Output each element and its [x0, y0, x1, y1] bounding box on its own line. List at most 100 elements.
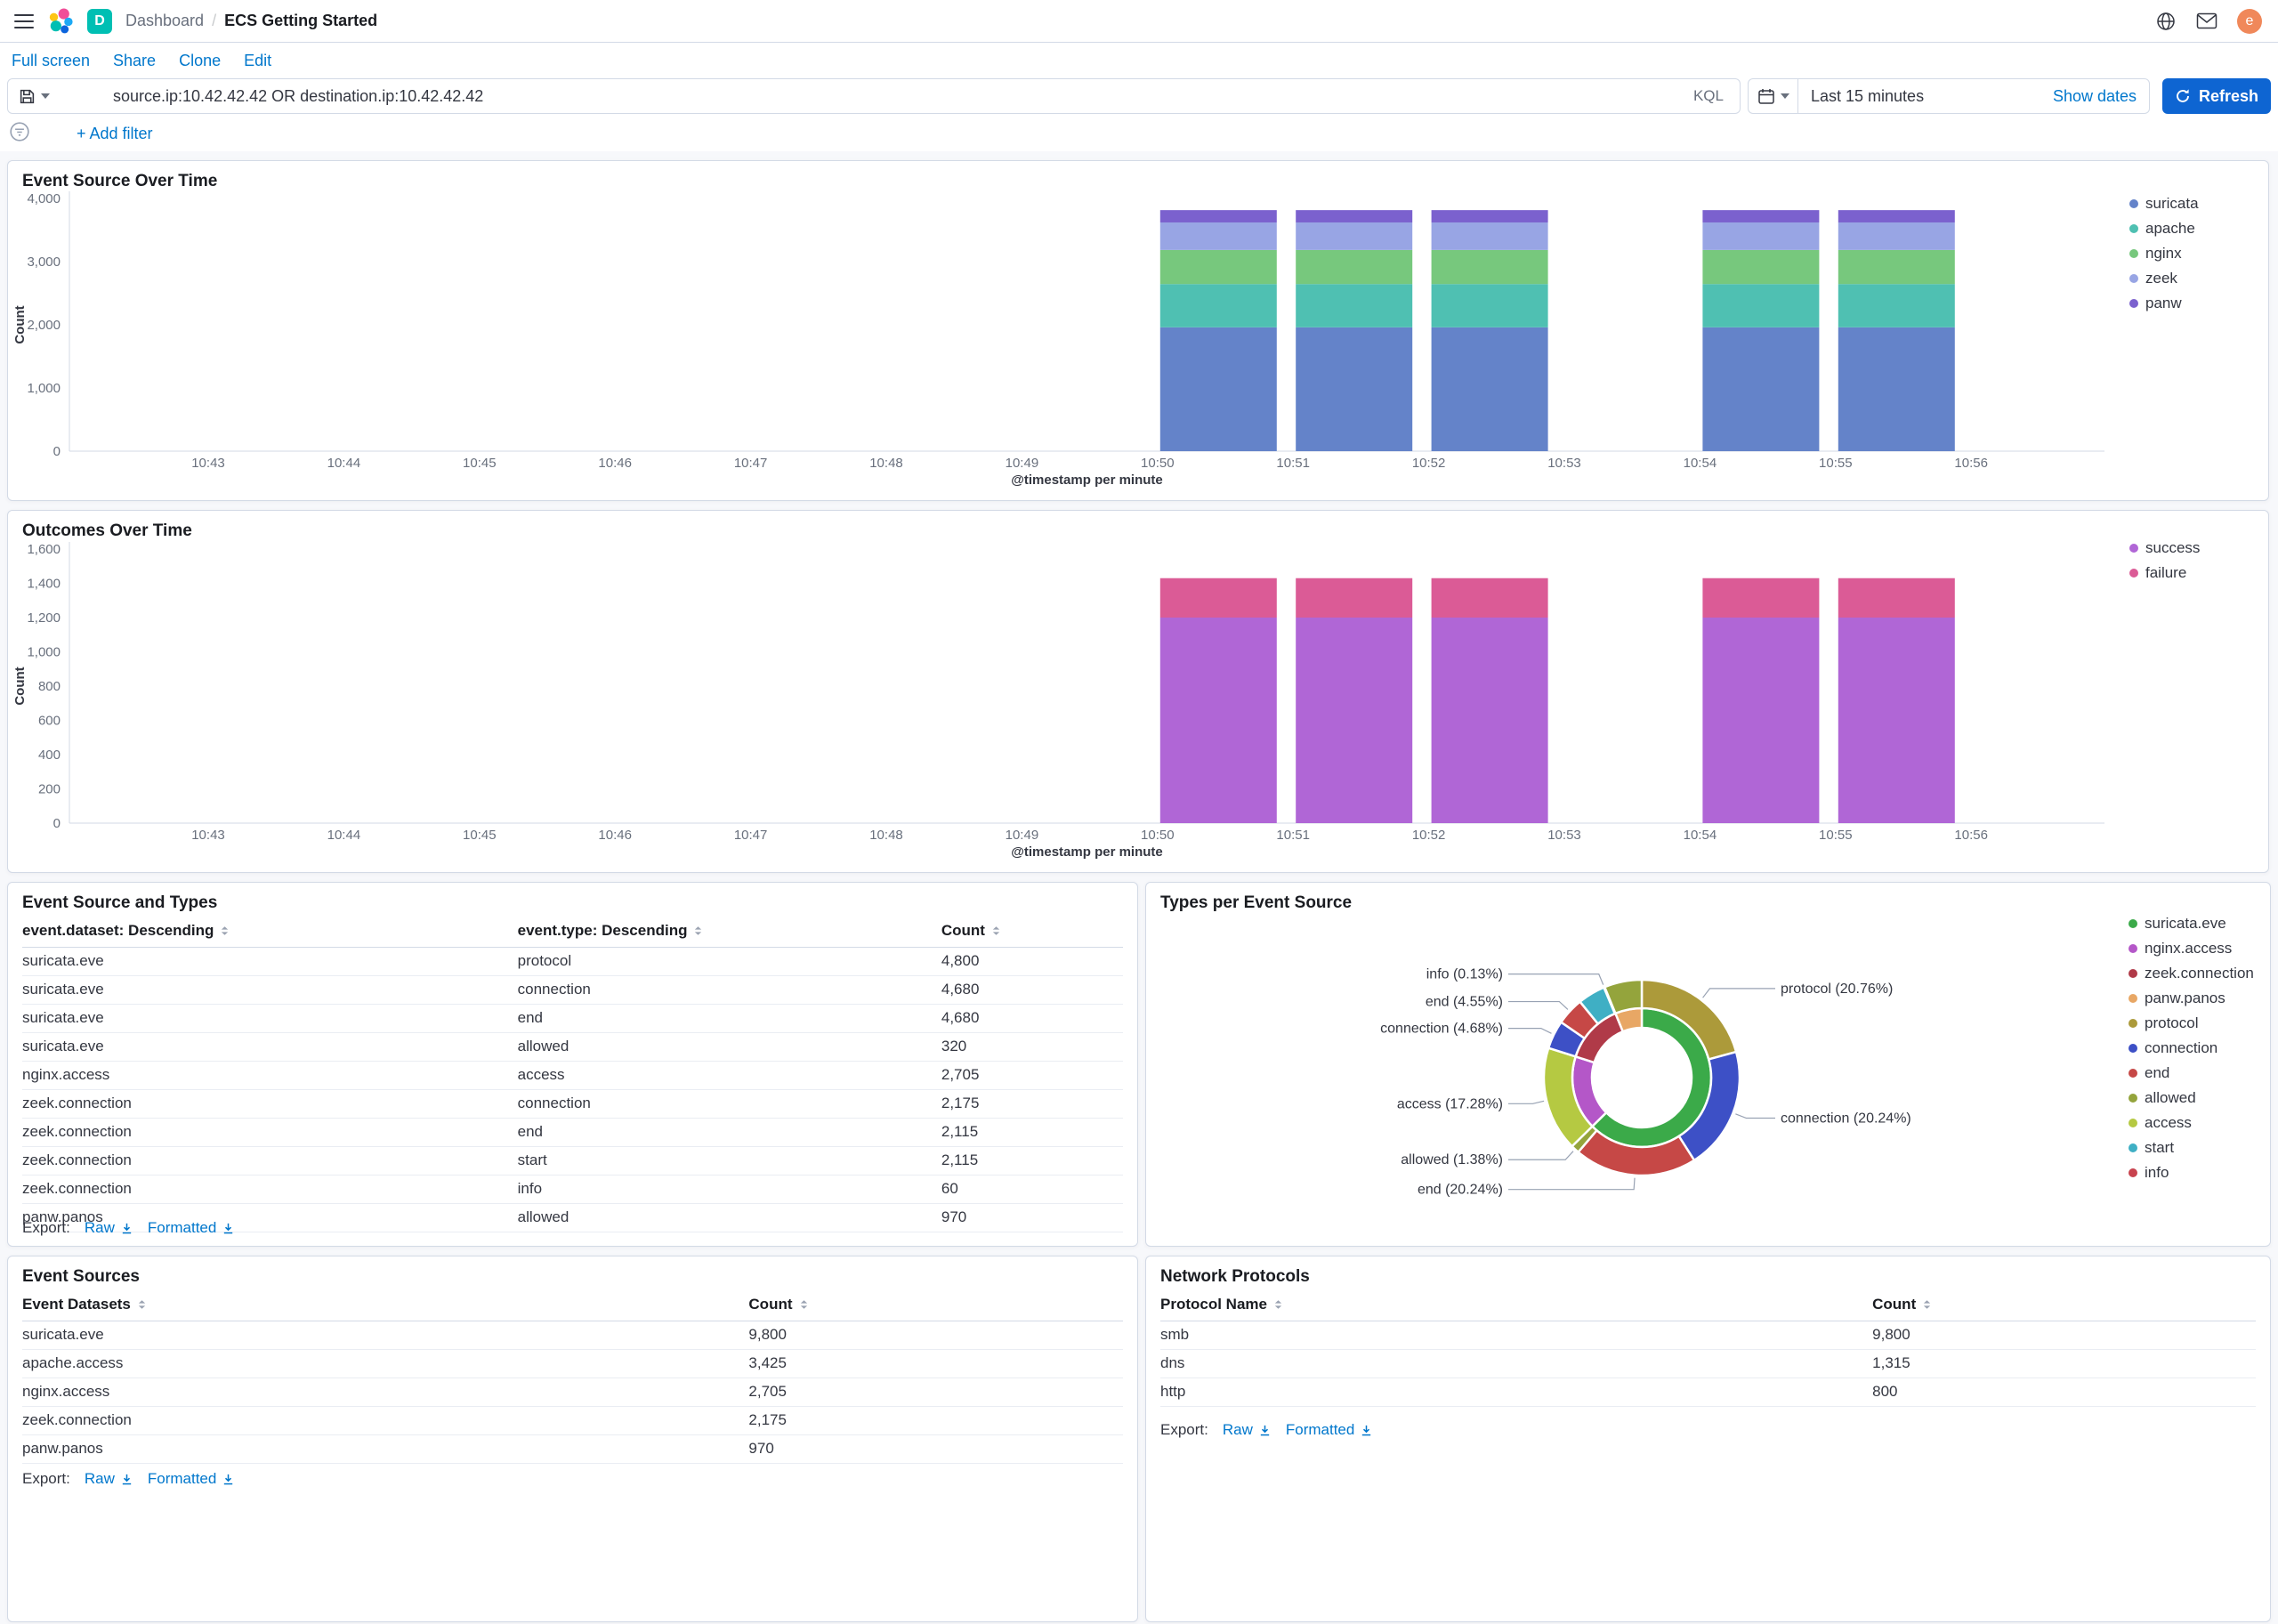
table-cell: 320	[941, 1032, 1123, 1062]
table-cell: apache.access	[22, 1349, 749, 1378]
calendar-menu-button[interactable]	[1749, 79, 1798, 113]
hamburger-menu-icon[interactable]	[14, 13, 34, 29]
legend-item-success[interactable]: success	[2129, 539, 2200, 557]
table-cell: smb	[1160, 1321, 1873, 1350]
legend-item-protocol[interactable]: protocol	[2129, 1014, 2254, 1032]
globe-icon[interactable]	[2155, 11, 2177, 32]
sort-icon	[1924, 1300, 1931, 1309]
date-picker: Last 15 minutes Show dates	[1748, 78, 2150, 114]
legend-item-nginx[interactable]: nginx	[2129, 245, 2199, 263]
filter-options-icon[interactable]	[9, 121, 30, 147]
calendar-icon	[1757, 89, 1774, 104]
table-cell: 4,680	[941, 975, 1123, 1005]
outcomes-over-time-chart[interactable]: 0 200 400 600 800 1,000 1,200 1,400 1,600 10:43 10…	[8, 511, 2270, 874]
svg-text:10:53: 10:53	[1547, 828, 1581, 843]
legend-item-apache[interactable]: apache	[2129, 220, 2199, 238]
panel-event-sources: Event Sources Event Datasets Count suricat…	[7, 1256, 1138, 1622]
export-label: Export:	[1160, 1421, 1208, 1438]
panel-title: Event Source and Types	[22, 893, 218, 912]
table-row: suricata.eve connection 4,680	[22, 975, 1123, 1005]
svg-text:200: 200	[38, 782, 61, 797]
breadcrumb-dashboard[interactable]: Dashboard	[125, 12, 205, 29]
table-row: zeek.connection start 2,115	[22, 1146, 1123, 1176]
types-per-event-source-donut-chart[interactable]: protocol (20.76%) connection (20.24%) end …	[1146, 883, 2272, 1248]
svg-text:600: 600	[38, 714, 61, 729]
edit-link[interactable]: Edit	[244, 51, 272, 69]
legend-dot	[2129, 569, 2138, 578]
space-badge[interactable]: D	[87, 8, 112, 34]
svg-text:10:48: 10:48	[869, 828, 903, 843]
legend-item-zeek.connection[interactable]: zeek.connection	[2129, 965, 2254, 982]
svg-text:10:45: 10:45	[463, 828, 497, 843]
table-cell: 2,175	[941, 1089, 1123, 1119]
export-formatted-link[interactable]: Formatted	[148, 1470, 235, 1488]
table-row: smb 9,800	[1160, 1321, 2256, 1350]
legend-item-connection[interactable]: connection	[2129, 1039, 2254, 1057]
query-language-button[interactable]: KQL	[1692, 87, 1724, 104]
legend-dot	[2129, 1119, 2137, 1127]
legend-dot	[2129, 1019, 2137, 1028]
legend-dot	[2129, 274, 2138, 283]
download-icon	[1260, 1425, 1270, 1435]
legend-item-suricata.eve[interactable]: suricata.eve	[2129, 915, 2254, 933]
table-cell: info	[517, 1175, 941, 1204]
svg-text:400: 400	[38, 747, 61, 763]
column-header[interactable]: Count	[941, 915, 1123, 948]
legend-dot	[2129, 944, 2137, 953]
svg-text:10:54: 10:54	[1684, 828, 1717, 843]
column-header[interactable]: Count	[1872, 1289, 2256, 1321]
svg-text:access (17.28%): access (17.28%)	[1397, 1096, 1503, 1111]
column-header[interactable]: Count	[748, 1289, 1123, 1321]
legend-item-access[interactable]: access	[2129, 1114, 2254, 1132]
export-raw-link[interactable]: Raw	[1223, 1421, 1272, 1439]
event-source-over-time-chart[interactable]: 0 1,000 2,000 3,000 4,000 10:43 10:44 10:45 10:4…	[8, 161, 2270, 502]
user-avatar[interactable]: e	[2237, 8, 2262, 34]
svg-text:10:46: 10:46	[598, 828, 632, 843]
legend-item-zeek[interactable]: zeek	[2129, 270, 2199, 287]
chevron-down-icon	[40, 93, 50, 99]
svg-text:10:56: 10:56	[1954, 828, 1988, 843]
mail-icon[interactable]	[2196, 12, 2217, 29]
elastic-logo-icon[interactable]	[47, 7, 74, 35]
clone-link[interactable]: Clone	[179, 51, 222, 69]
full-screen-link[interactable]: Full screen	[12, 51, 91, 69]
legend-item-suricata[interactable]: suricata	[2129, 195, 2199, 213]
legend-item-panw.panos[interactable]: panw.panos	[2129, 990, 2254, 1007]
table-cell: http	[1160, 1378, 1873, 1407]
export-formatted-link[interactable]: Formatted	[148, 1219, 235, 1237]
legend-item-allowed[interactable]: allowed	[2129, 1089, 2254, 1107]
column-header[interactable]: Event Datasets	[22, 1289, 749, 1321]
saved-query-menu-button[interactable]	[8, 79, 60, 113]
panel-title: Event Source Over Time	[22, 172, 218, 190]
svg-text:10:49: 10:49	[1006, 456, 1039, 471]
share-link[interactable]: Share	[113, 51, 157, 69]
table-cell: connection	[517, 1089, 941, 1119]
legend-item-end[interactable]: end	[2129, 1064, 2254, 1082]
legend-item-failure[interactable]: failure	[2129, 564, 2200, 582]
legend-item-panw[interactable]: panw	[2129, 295, 2199, 312]
network-protocols-table: Protocol Name Count smb 9,800 dns 1,315 http 80…	[1160, 1289, 2256, 1407]
svg-text:2,000: 2,000	[27, 318, 61, 333]
refresh-button[interactable]: Refresh	[2162, 78, 2271, 114]
column-header[interactable]: event.type: Descending	[517, 915, 941, 948]
time-range-value[interactable]: Last 15 minutes	[1811, 86, 1925, 105]
download-icon	[122, 1223, 132, 1233]
legend-item-start[interactable]: start	[2129, 1139, 2254, 1157]
table-cell: connection	[517, 975, 941, 1005]
column-header[interactable]: Protocol Name	[1160, 1289, 1873, 1321]
legend-item-nginx.access[interactable]: nginx.access	[2129, 940, 2254, 957]
column-header[interactable]: event.dataset: Descending	[22, 915, 518, 948]
breadcrumb: Dashboard / ECS Getting Started	[125, 12, 377, 30]
event-source-and-types-table: event.dataset: Descending event.type: Des…	[22, 915, 1123, 1232]
export-raw-link[interactable]: Raw	[85, 1219, 133, 1237]
legend-item-info[interactable]: info	[2129, 1164, 2254, 1182]
query-input[interactable]: source.ip:10.42.42.42 OR destination.ip:…	[113, 86, 484, 105]
show-dates-button[interactable]: Show dates	[2052, 86, 2137, 105]
export-formatted-link[interactable]: Formatted	[1286, 1421, 1373, 1439]
export-raw-link[interactable]: Raw	[85, 1470, 133, 1488]
table-cell: 2,705	[941, 1061, 1123, 1090]
table-cell: zeek.connection	[22, 1406, 749, 1435]
legend-dot	[2129, 299, 2138, 308]
add-filter-button[interactable]: + Add filter	[77, 124, 153, 142]
svg-text:10:52: 10:52	[1412, 456, 1446, 471]
